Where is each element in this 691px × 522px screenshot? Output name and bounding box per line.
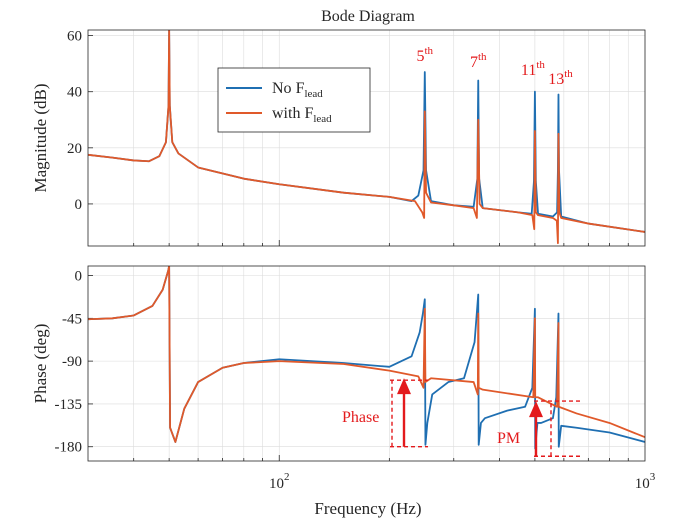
magnitude-axes-frame <box>87 29 646 247</box>
phase-y-tick-label: -135 <box>55 397 83 413</box>
harmonic-label: 13th <box>548 68 573 88</box>
phase-axes-frame <box>87 265 646 462</box>
phase-y-tick-label: -180 <box>55 440 83 456</box>
x-axis-label: Frequency (Hz) <box>314 499 421 518</box>
phase-plot-area <box>88 266 645 461</box>
legend-entry-with-lead: with Flead <box>272 105 332 125</box>
phase-y-tick-label: -45 <box>62 311 82 327</box>
phase-plot: 0 -45 -90 -135 -180 Phase (deg) 102 103 <box>31 265 656 492</box>
phase-y-tick-label: 0 <box>75 269 83 285</box>
legend-box <box>217 67 371 133</box>
legend-entry-no-lead: No Flead <box>272 80 323 100</box>
pm-arrowhead <box>529 401 543 418</box>
x-tick-label: 102 <box>269 471 290 492</box>
phase-annotation: Phase <box>342 409 379 426</box>
magnitude-y-tick-label: 20 <box>67 141 82 157</box>
harmonic-label: 5th <box>417 45 434 65</box>
chart-title: Bode Diagram <box>321 8 415 25</box>
magnitude-y-tick-label: 60 <box>67 29 82 45</box>
phase-y-tick-label: -90 <box>62 354 82 370</box>
magnitude-y-axis-label: Magnitude (dB) <box>31 83 50 192</box>
phase-y-axis-label: Phase (deg) <box>31 324 50 404</box>
phase-margin-arrowhead <box>397 378 411 395</box>
magnitude-plot-area <box>88 30 645 246</box>
legend: No Flead with Flead <box>217 67 371 133</box>
magnitude-plot: 0 20 40 60 Magnitude (dB) <box>31 29 646 247</box>
harmonic-label: 7th <box>470 51 487 71</box>
harmonic-label: 11th <box>521 59 545 79</box>
magnitude-series-with-lead <box>88 30 645 245</box>
phase-series-with-lead <box>88 266 645 443</box>
magnitude-y-tick-label: 0 <box>75 197 83 213</box>
x-tick-label: 103 <box>635 471 656 492</box>
pm-annotation: PM <box>497 430 520 447</box>
magnitude-y-tick-label: 40 <box>67 85 82 101</box>
